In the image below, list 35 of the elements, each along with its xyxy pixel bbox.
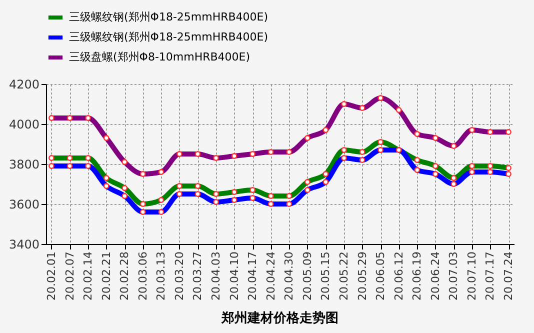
legend-label: 三级盘螺(郑州Φ8-10mmHRB400E)	[69, 50, 250, 64]
x-tick-label: 20.02.07	[63, 252, 76, 300]
x-tick-label: 20.05.29	[356, 252, 369, 300]
x-tick-label: 20.04.24	[264, 252, 278, 300]
x-tick-label: 20.03.27	[191, 252, 204, 300]
x-tick-label: 20.06.19	[410, 252, 424, 300]
x-tick-label: 20.06.12	[392, 252, 406, 300]
x-tick-label: 20.07.24	[502, 252, 516, 300]
x-tick-label: 20.04.17	[246, 252, 260, 300]
x-tick-label: 20.05.09	[300, 252, 314, 300]
legend-label: 三级螺纹钢(郑州Φ18-25mmHRB400E)	[69, 30, 268, 44]
x-tick-label: 20.04.30	[282, 252, 296, 300]
legend-label: 三级螺纹钢(郑州Φ18-25mmHRB400E)	[69, 10, 268, 24]
x-tick-label: 20.05.22	[337, 252, 350, 300]
x-tick-label: 20.03.20	[172, 252, 186, 300]
x-tick-label: 20.04.03	[210, 252, 223, 300]
x-tick-label: 20.03.13	[154, 252, 168, 300]
y-tick-label: 3400	[8, 238, 40, 252]
x-tick-label: 20.02.14	[82, 252, 95, 300]
x-tick-label: 20.03.06	[136, 252, 150, 300]
x-tick-label: 20.02.21	[100, 252, 113, 300]
x-tick-label: 20.04.10	[228, 252, 241, 300]
y-tick-label: 3800	[8, 158, 40, 172]
y-tick-label: 4000	[8, 118, 40, 132]
x-tick-label: 20.06.05	[374, 252, 388, 300]
x-tick-label: 20.02.01	[44, 252, 58, 300]
x-tick-label: 20.07.03	[447, 252, 460, 300]
y-tick-label: 3600	[8, 198, 40, 212]
x-tick-label: 20.05.15	[319, 252, 332, 300]
x-tick-label: 20.07.17	[484, 252, 497, 300]
y-tick-label: 4200	[8, 78, 40, 92]
x-tick-label: 20.06.24	[428, 252, 442, 300]
text: 郑州建材价格走势图	[220, 310, 338, 326]
x-tick-label: 20.02.28	[118, 252, 132, 300]
x-tick-label: 20.07.10	[465, 252, 478, 300]
